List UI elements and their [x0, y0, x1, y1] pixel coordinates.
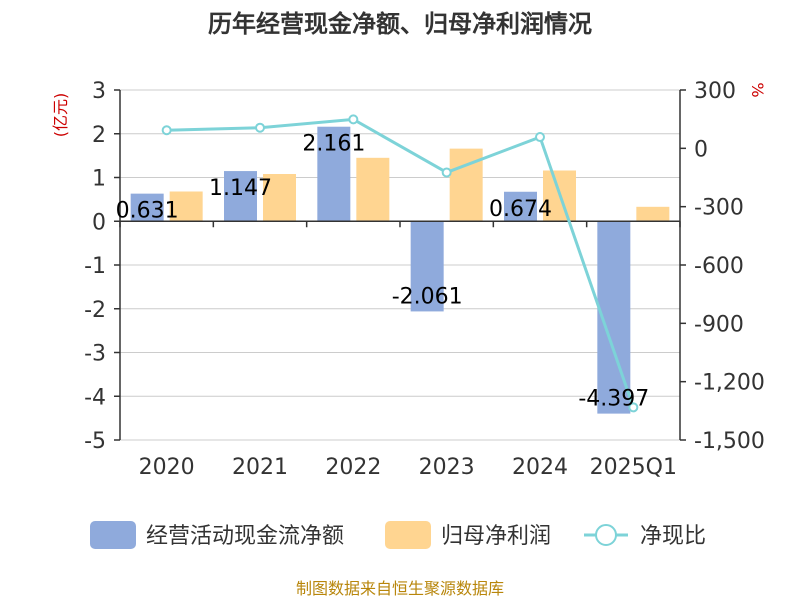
ratio-point — [441, 167, 452, 178]
ratio-point — [628, 402, 639, 413]
left-tick-label: -3 — [84, 342, 106, 367]
bar-cash-flow — [504, 191, 537, 222]
right-tick-label: 0 — [694, 137, 708, 162]
legend-item: 净现比 — [584, 524, 706, 549]
cash-flow-value-label: -2.061 — [392, 284, 463, 309]
ratio-point — [348, 114, 359, 125]
legend-swatch — [90, 521, 136, 549]
left-tick-label: -4 — [84, 385, 106, 410]
legend: 经营活动现金流净额 归母净利润 净现比 — [90, 521, 706, 549]
right-tick-label: -600 — [694, 254, 744, 279]
right-tick-label: 300 — [694, 79, 736, 104]
bar-cash-flow — [410, 221, 444, 312]
right-axis-unit: % — [748, 82, 767, 97]
right-tick-label: -1,200 — [694, 371, 765, 396]
right-tick-label: -1,500 — [694, 429, 765, 454]
legend-swatch — [385, 521, 431, 549]
ratio-point — [161, 125, 172, 136]
legend-marker — [595, 524, 617, 546]
bar-net-profit — [169, 191, 203, 222]
ratio-point — [535, 132, 545, 143]
source-note: 制图数据来自恒生聚源数据库 — [296, 579, 504, 598]
cash-flow-value-label: 0.631 — [116, 199, 179, 224]
cash-flow-value-label: 2.161 — [302, 132, 365, 157]
legend-label: 归母净利润 — [441, 524, 551, 549]
bar-series — [130, 126, 670, 414]
left-tick-label: -1 — [84, 254, 106, 279]
ratio-line — [166, 117, 635, 408]
bar-net-profit — [636, 206, 670, 222]
left-tick-label: 0 — [92, 210, 106, 235]
ratio-point — [255, 122, 265, 133]
left-tick-label: -5 — [84, 429, 106, 454]
left-tick-label: -2 — [84, 298, 106, 323]
cash-flow-value-label: 1.147 — [209, 176, 272, 201]
category-label: 2022 — [325, 455, 381, 480]
legend-label: 净现比 — [640, 524, 706, 549]
chart-title: 历年经营现金净额、归母净利润情况 — [208, 10, 592, 38]
left-tick-label: 1 — [92, 167, 106, 192]
axes: 3 2 1 0 -1 -2 -3 -4 -5 300 0 -300 -600 -900 -1,200 -1,5… — [84, 79, 765, 480]
left-tick-label: 2 — [92, 123, 106, 148]
legend-label: 经营活动现金流净额 — [146, 524, 344, 549]
category-label: 2021 — [232, 455, 288, 480]
category-label: 2023 — [419, 455, 475, 480]
line-series — [161, 114, 639, 413]
left-tick-label: 3 — [92, 79, 106, 104]
category-label: 2020 — [139, 455, 195, 480]
category-label: 2024 — [512, 455, 568, 480]
cash-flow-value-label: -4.397 — [578, 387, 649, 412]
bar-cash-flow — [317, 126, 351, 222]
bar-cash-flow — [224, 171, 257, 222]
legend-item: 经营活动现金流净额 — [90, 521, 344, 549]
legend-item: 归母净利润 — [385, 521, 551, 549]
right-tick-label: -900 — [694, 312, 744, 337]
left-axis-unit: (亿元) — [51, 93, 70, 138]
right-tick-label: -300 — [694, 196, 744, 221]
category-label: 2025Q1 — [590, 455, 677, 480]
cash-flow-value-label: 0.674 — [489, 197, 552, 222]
data-labels: 0.631 1.147 2.161 -2.061 0.674 -4.397 — [116, 132, 650, 412]
bar-net-profit — [356, 157, 390, 222]
bar-net-profit — [263, 174, 296, 222]
bar-cash-flow — [130, 193, 164, 222]
